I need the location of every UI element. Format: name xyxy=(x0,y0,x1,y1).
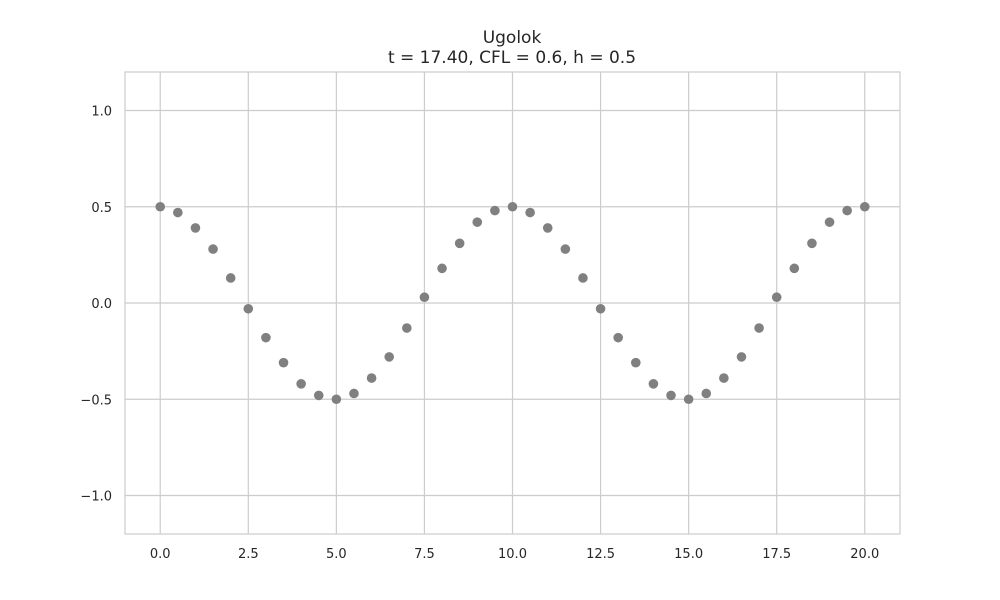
y-tick-label: 0.5 xyxy=(91,201,112,216)
data-point xyxy=(278,357,289,368)
data-point xyxy=(789,263,800,274)
data-point xyxy=(542,223,553,233)
data-point xyxy=(437,263,447,274)
data-point xyxy=(560,244,571,254)
data-point xyxy=(507,201,518,212)
data-point xyxy=(701,388,712,399)
grid-lines xyxy=(125,72,900,534)
data-point xyxy=(472,217,483,227)
data-point xyxy=(754,323,764,333)
data-point xyxy=(807,238,817,249)
data-point xyxy=(190,223,201,233)
data-point xyxy=(402,323,412,333)
plot-area-frame xyxy=(124,71,901,535)
x-tick-label: 12.5 xyxy=(586,547,615,562)
scatter-points xyxy=(155,201,870,405)
data-point xyxy=(666,390,676,401)
data-point xyxy=(613,332,623,343)
data-point xyxy=(683,394,694,405)
data-point xyxy=(313,390,324,401)
x-tick-label: 7.5 xyxy=(414,547,435,562)
data-point xyxy=(243,303,254,314)
x-tick-label: 10.0 xyxy=(498,547,527,562)
data-point xyxy=(578,273,588,283)
data-point xyxy=(419,292,430,303)
data-point xyxy=(648,379,659,389)
data-point xyxy=(366,373,377,383)
data-point xyxy=(296,379,306,389)
data-point xyxy=(331,394,342,405)
data-point xyxy=(771,292,782,303)
data-point xyxy=(208,244,218,254)
data-point xyxy=(225,273,236,283)
x-tick-label: 20.0 xyxy=(850,547,879,562)
x-tick-label: 15.0 xyxy=(674,547,703,562)
data-point xyxy=(490,205,500,216)
y-tick-label: −1.0 xyxy=(80,490,112,505)
data-point xyxy=(173,207,183,218)
y-tick-label: 0.0 xyxy=(91,297,112,312)
data-point xyxy=(630,357,641,368)
data-point xyxy=(155,201,166,212)
data-point xyxy=(454,238,465,249)
data-point xyxy=(384,352,395,362)
x-tick-label: 0.0 xyxy=(150,547,171,562)
x-axis-tick-labels: 0.0 2.5 5.0 7.5 10.0 12.5 15.0 17.5 20.0 xyxy=(150,547,879,562)
data-point xyxy=(859,201,870,212)
y-tick-label: 1.0 xyxy=(91,105,112,120)
data-point xyxy=(719,373,729,383)
data-point xyxy=(349,388,359,399)
chart-title: Ugolok xyxy=(483,28,542,48)
y-tick-label: −0.5 xyxy=(80,393,112,408)
x-tick-label: 17.5 xyxy=(762,547,791,562)
data-point xyxy=(842,205,852,216)
x-tick-label: 5.0 xyxy=(326,547,347,562)
data-point xyxy=(595,303,606,314)
data-point xyxy=(261,332,271,343)
data-point xyxy=(525,207,535,218)
data-point xyxy=(824,217,835,227)
x-tick-label: 2.5 xyxy=(238,547,259,562)
chart-subtitle: t = 17.40, CFL = 0.6, h = 0.5 xyxy=(388,48,636,68)
data-point xyxy=(736,352,747,362)
y-axis-tick-labels: −1.0 −0.5 0.0 0.5 1.0 xyxy=(80,105,112,505)
